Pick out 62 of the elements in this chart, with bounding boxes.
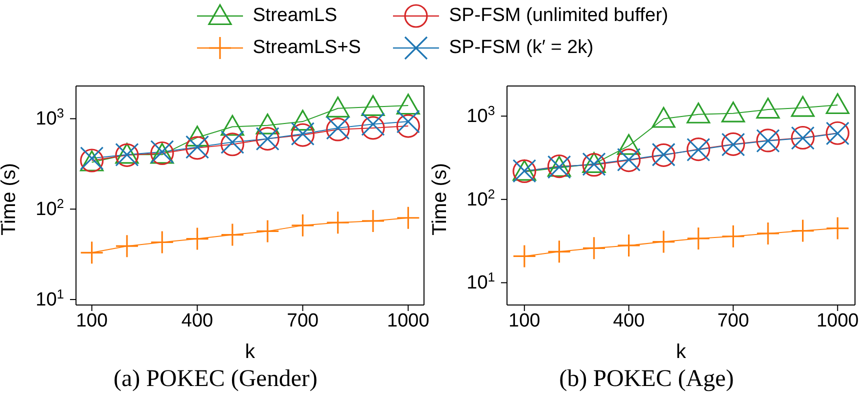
point bbox=[221, 224, 244, 246]
y-axis-title: Time (s) bbox=[429, 162, 452, 236]
y-tick-label: 10$^{1}$ bbox=[36, 286, 64, 311]
point bbox=[397, 206, 420, 229]
point bbox=[361, 116, 385, 140]
point bbox=[826, 217, 849, 240]
x-tick-label: 700 bbox=[286, 310, 319, 332]
point bbox=[185, 126, 210, 147]
point bbox=[687, 227, 710, 250]
point bbox=[151, 231, 174, 254]
text: (b) POKEC (Age) bbox=[559, 366, 734, 393]
point bbox=[721, 102, 745, 122]
point bbox=[617, 134, 641, 155]
point bbox=[548, 240, 570, 263]
point bbox=[396, 114, 420, 138]
y-tick-label: 10$^{2}$ bbox=[36, 196, 64, 220]
point bbox=[756, 98, 780, 119]
text: (a) POKEC (Gender) bbox=[114, 366, 318, 393]
point bbox=[652, 230, 675, 253]
point bbox=[791, 96, 815, 117]
point bbox=[361, 112, 385, 136]
point bbox=[396, 110, 420, 134]
point bbox=[652, 106, 676, 128]
y-tick-label: 10$^{1}$ bbox=[466, 269, 495, 294]
x-tick-label: 100 bbox=[508, 310, 540, 332]
point bbox=[583, 237, 605, 260]
point bbox=[292, 214, 314, 236]
point bbox=[326, 96, 350, 118]
y-tick-label: 10$^{3}$ bbox=[36, 105, 64, 130]
point bbox=[826, 93, 850, 114]
point bbox=[80, 242, 103, 264]
y-tick-label: 10$^{3}$ bbox=[466, 102, 495, 128]
point bbox=[326, 212, 349, 234]
point bbox=[618, 234, 640, 256]
point bbox=[513, 245, 536, 268]
point bbox=[220, 114, 244, 136]
point bbox=[722, 225, 744, 248]
x-tick-label: 700 bbox=[717, 310, 750, 332]
x-axis-title: k bbox=[245, 341, 256, 363]
point bbox=[256, 114, 280, 134]
point bbox=[396, 94, 420, 115]
x-tick-label: 100 bbox=[76, 310, 108, 332]
x-tick-label: 400 bbox=[612, 310, 645, 332]
legend-label: StreamLS bbox=[252, 5, 338, 27]
point bbox=[116, 235, 138, 258]
legend-label: SP-FSM (unlimited buffer) bbox=[448, 5, 668, 27]
x-tick-label: 1000 bbox=[816, 310, 859, 332]
x-axis-title: k bbox=[676, 341, 687, 363]
point bbox=[361, 95, 385, 116]
x-tick-label: 1000 bbox=[387, 310, 430, 332]
x-tick-label: 400 bbox=[181, 310, 214, 332]
y-tick-label: 10$^{2}$ bbox=[466, 186, 495, 210]
point bbox=[256, 220, 279, 242]
point bbox=[362, 210, 384, 232]
point bbox=[186, 228, 208, 250]
y-axis-title: Time (s) bbox=[0, 162, 20, 236]
legend-label: SP-FSM (k′ = 2k) bbox=[448, 37, 594, 59]
legend-label: StreamLS+S bbox=[252, 37, 361, 59]
point bbox=[686, 102, 710, 124]
point bbox=[290, 110, 315, 131]
point bbox=[792, 220, 814, 242]
point bbox=[757, 222, 779, 244]
